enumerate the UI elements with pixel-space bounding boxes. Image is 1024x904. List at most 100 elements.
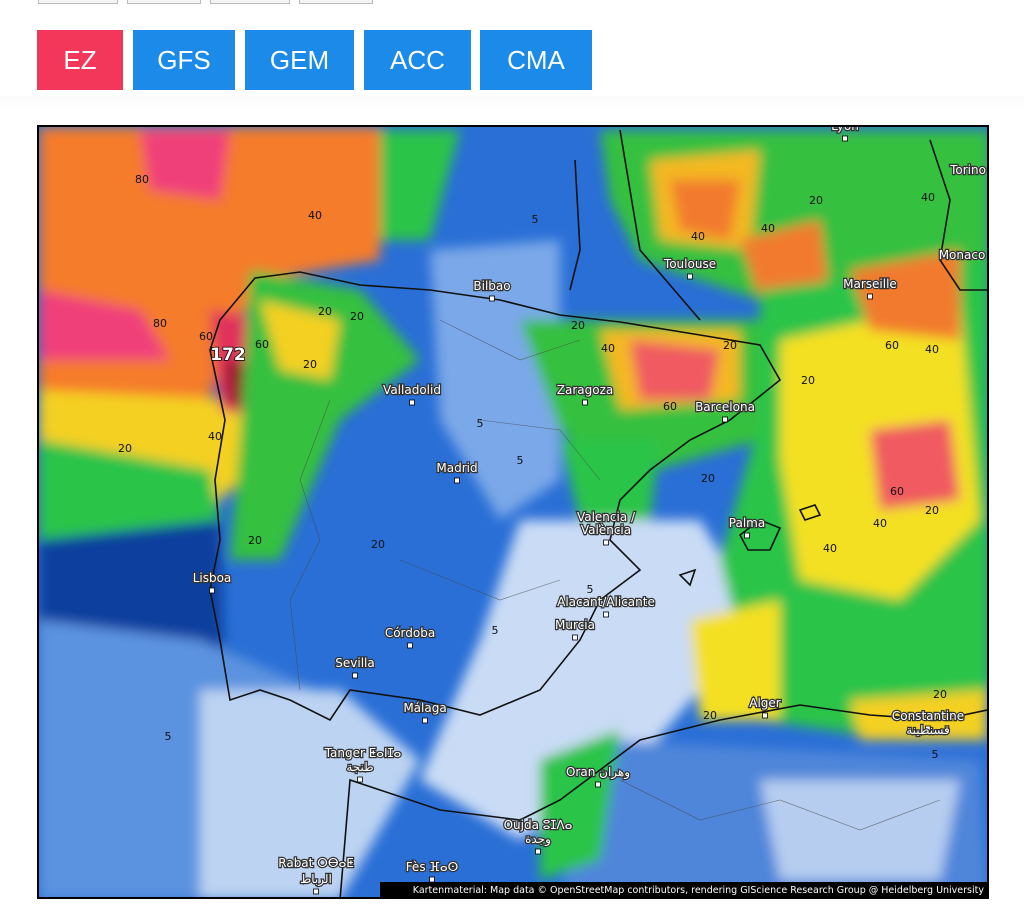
contour-label: 20 — [703, 709, 717, 722]
contour-label: 60 — [890, 485, 904, 498]
contour-label: 5 — [492, 624, 499, 637]
place-marker — [454, 477, 460, 484]
place-label: Oran وهران — [566, 765, 630, 780]
forecast-map: Lyon Torino Toulouse Monaco Marseille Bilbao Z… — [37, 125, 989, 899]
contour-label: 20 — [371, 538, 385, 551]
contour-label: 20 — [318, 305, 332, 318]
place-label: طنجة — [346, 760, 373, 774]
place-marker — [687, 273, 693, 280]
place-label: Marseille — [843, 277, 897, 291]
place-marker — [867, 293, 873, 300]
place-marker — [603, 539, 609, 546]
contour-label: 20 — [350, 310, 364, 323]
place-label: Monaco — [939, 248, 986, 262]
model-tab[interactable]: GEM — [245, 30, 354, 90]
place-label: قسنطينة — [906, 723, 950, 737]
place-marker — [595, 781, 601, 788]
contour-label: 80 — [135, 173, 149, 186]
model-tab[interactable]: GFS — [133, 30, 235, 90]
place-label: Rabat ⵔⴱⴰⵟ — [278, 856, 353, 870]
contour-label: 5 — [532, 213, 539, 226]
place-marker — [407, 642, 413, 649]
contour-label: 20 — [925, 504, 939, 517]
map-frame — [37, 125, 989, 899]
place-marker — [489, 295, 495, 302]
contour-label: 5 — [517, 454, 524, 467]
place-marker — [722, 416, 728, 423]
contour-label: 40 — [873, 517, 887, 530]
peak-label: 172 — [210, 345, 246, 365]
place-marker — [842, 135, 848, 142]
place-label: Valladolid — [383, 383, 441, 397]
contour-label: 80 — [153, 317, 167, 330]
contour-label: 5 — [477, 417, 484, 430]
place-marker — [744, 532, 750, 539]
contour-label: 5 — [932, 748, 939, 761]
contour-label: 20 — [723, 339, 737, 352]
place-label: Málaga — [403, 701, 446, 715]
model-tab[interactable]: CMA — [480, 30, 592, 90]
contour-label: 20 — [809, 194, 823, 207]
place-marker — [603, 611, 609, 618]
attribution: Kartenmaterial: Map data © OpenStreetMap… — [413, 885, 985, 896]
place-label: Lyon — [831, 125, 859, 133]
model-tab[interactable]: EZ — [37, 30, 123, 90]
place-label: Sevilla — [335, 656, 374, 670]
contour-label: 40 — [823, 542, 837, 555]
contour-label: 40 — [208, 430, 222, 443]
contour-label: 5 — [165, 730, 172, 743]
place-label: Valencia / — [577, 510, 636, 524]
place-marker — [572, 634, 578, 641]
cropped-tab — [210, 0, 290, 4]
contour-label: 5 — [587, 583, 594, 596]
contour-label: 40 — [921, 191, 935, 204]
place-label: Tanger ⵟⴰⵏⵊⴰ — [324, 746, 402, 760]
contour-label: 40 — [691, 230, 705, 243]
place-marker — [313, 888, 319, 895]
contour-label: 20 — [801, 374, 815, 387]
contour-label: 40 — [601, 342, 615, 355]
contour-label: 20 — [118, 442, 132, 455]
cropped-tab — [299, 0, 373, 4]
place-marker — [422, 717, 428, 724]
place-label: Madrid — [436, 461, 477, 475]
contour-label: 20 — [933, 688, 947, 701]
map-labels: Lyon Torino Toulouse Monaco Marseille Bilbao Z… — [118, 125, 987, 895]
precip-field: Lyon Torino Toulouse Monaco Marseille Bilbao Z… — [39, 125, 987, 897]
place-marker — [535, 848, 541, 855]
contour-label: 20 — [248, 534, 262, 547]
place-label: Palma — [729, 516, 765, 530]
place-marker — [409, 399, 415, 406]
place-marker — [357, 776, 363, 783]
model-tab[interactable]: ACC — [364, 30, 471, 90]
place-marker — [209, 587, 215, 594]
contour-label: 20 — [303, 358, 317, 371]
place-label: Bilbao — [473, 279, 510, 293]
place-label: Torino — [949, 163, 986, 177]
place-label: Córdoba — [385, 626, 435, 640]
contour-label: 20 — [701, 472, 715, 485]
place-label: Barcelona — [695, 400, 755, 414]
place-label: Lisboa — [193, 571, 232, 585]
place-label: Fès ⴼⴰⵙ — [406, 860, 459, 874]
separator — [0, 96, 1024, 110]
place-marker — [762, 712, 768, 719]
place-marker — [429, 876, 435, 883]
contour-label: 40 — [925, 343, 939, 356]
place-label: Alacant/Alicante — [557, 595, 655, 609]
place-label: València — [581, 523, 631, 537]
cropped-tab — [127, 0, 201, 4]
contour-label: 60 — [255, 338, 269, 351]
place-marker — [582, 399, 588, 406]
contour-label: 20 — [571, 319, 585, 332]
coastlines — [209, 129, 987, 897]
place-label: Oujda ⵓⵊⴷⴰ — [504, 818, 573, 832]
place-label: الرباط — [300, 872, 332, 887]
place-label: Murcia — [555, 618, 595, 632]
cropped-tab — [38, 0, 118, 4]
place-label: Constantine — [892, 709, 964, 723]
borders — [289, 319, 941, 831]
contour-label: 60 — [663, 400, 677, 413]
contour-label: 40 — [761, 222, 775, 235]
